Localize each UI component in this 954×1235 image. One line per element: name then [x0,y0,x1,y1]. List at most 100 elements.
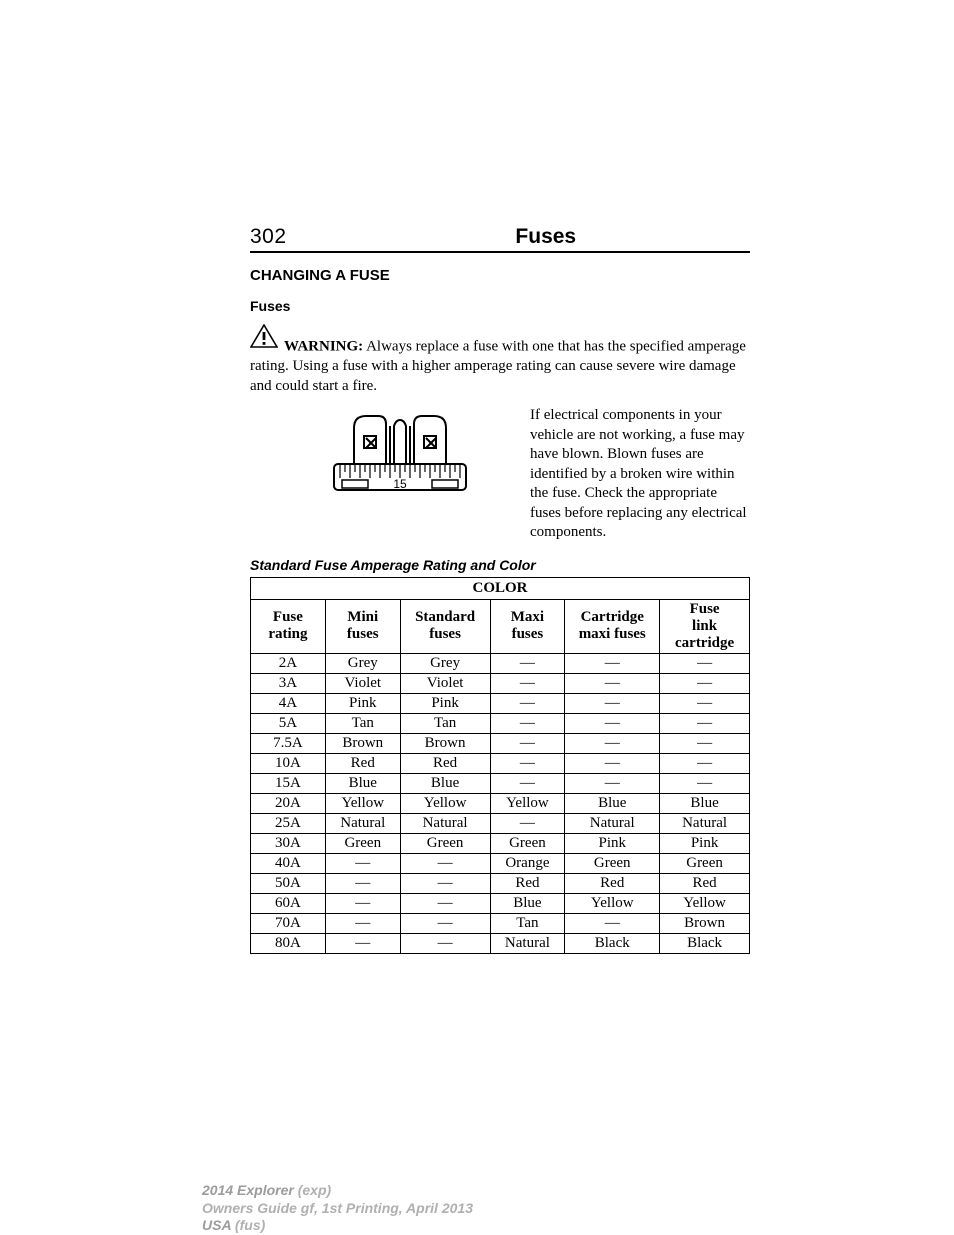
table-cell: — [490,673,565,693]
table-row: 10ARedRed——— [251,753,750,773]
table-cell: Red [400,753,490,773]
table-cell: Black [660,933,750,953]
section-heading: CHANGING A FUSE [250,267,750,284]
table-row: 2AGreyGrey——— [251,653,750,673]
table-cell: — [660,653,750,673]
table-cell: 4A [251,693,326,713]
table-cell: Violet [325,673,400,693]
diagram-value: 15 [393,477,407,491]
footer-line-3: USA (fus) [202,1217,473,1235]
table-cell: Green [400,833,490,853]
table-cell: — [660,693,750,713]
table-cell: Green [325,833,400,853]
table-cell: — [490,693,565,713]
table-row: 5ATanTan——— [251,713,750,733]
table-cell: — [490,813,565,833]
table-cell: — [400,853,490,873]
diagram-and-text: 15 If electrical components in your vehi… [250,406,750,543]
footer-line-1: 2014 Explorer (exp) [202,1182,473,1200]
table-cell: — [660,733,750,753]
table-cell: — [660,713,750,733]
table-cell: 30A [251,833,326,853]
page-header: 302 Fuses [250,225,750,253]
table-cell: 80A [251,933,326,953]
table-cell: 3A [251,673,326,693]
table-cell: Grey [400,653,490,673]
table-row: 80A——NaturalBlackBlack [251,933,750,953]
fuse-diagram: 15 [250,406,500,543]
table-cell: Blue [660,793,750,813]
table-cell: — [660,773,750,793]
table-cell: — [490,713,565,733]
table-row: 70A——Tan—Brown [251,913,750,933]
table-cell: Tan [400,713,490,733]
table-cell: — [565,773,660,793]
info-paragraph: If electrical components in your vehicle… [530,406,750,543]
table-cell: 2A [251,653,326,673]
table-cell: Blue [490,893,565,913]
table-cell: 50A [251,873,326,893]
page-title: Fuses [287,225,750,249]
table-cell: — [565,713,660,733]
table-cell: — [660,673,750,693]
table-row: 25ANaturalNatural—NaturalNatural [251,813,750,833]
table-caption: Standard Fuse Amperage Rating and Color [250,557,750,573]
table-cell: — [325,933,400,953]
table-cell: Green [660,853,750,873]
warning-triangle-icon [250,324,278,355]
table-cell: Orange [490,853,565,873]
table-cell: — [400,913,490,933]
table-cell: — [490,753,565,773]
table-column-header: Cartridgemaxi fuses [565,599,660,653]
footer-line-2: Owners Guide gf, 1st Printing, April 201… [202,1200,473,1218]
subsection-heading: Fuses [250,298,750,314]
table-cell: Black [565,933,660,953]
table-cell: Red [325,753,400,773]
table-cell: Natural [490,933,565,953]
table-column-header: Fuselink cartridge [660,599,750,653]
table-cell: Red [660,873,750,893]
table-row: 3AVioletViolet——— [251,673,750,693]
table-cell: Grey [325,653,400,673]
table-cell: — [325,853,400,873]
table-header-row: FuseratingMinifusesStandardfusesMaxifuse… [251,599,750,653]
warning-label: WARNING: [284,339,363,355]
table-row: 30AGreenGreenGreenPinkPink [251,833,750,853]
table-row: 4APinkPink——— [251,693,750,713]
table-cell: — [400,873,490,893]
table-cell: — [400,893,490,913]
table-column-header: Fuserating [251,599,326,653]
table-cell: 20A [251,793,326,813]
table-cell: 40A [251,853,326,873]
table-row: 7.5ABrownBrown——— [251,733,750,753]
table-cell: — [565,753,660,773]
table-cell: Tan [490,913,565,933]
table-column-header: Standardfuses [400,599,490,653]
table-row: 40A——OrangeGreenGreen [251,853,750,873]
table-column-header: Minifuses [325,599,400,653]
table-row: 15ABlueBlue——— [251,773,750,793]
table-top-heading: COLOR [251,577,750,599]
table-cell: Pink [660,833,750,853]
table-cell: Natural [400,813,490,833]
table-body: 2AGreyGrey———3AVioletViolet———4APinkPink… [251,653,750,953]
table-row: 60A——BlueYellowYellow [251,893,750,913]
table-cell: — [565,913,660,933]
table-cell: Brown [660,913,750,933]
table-cell: Pink [400,693,490,713]
table-cell: Yellow [400,793,490,813]
table-cell: — [400,933,490,953]
table-cell: Yellow [565,893,660,913]
table-cell: Natural [325,813,400,833]
table-cell: 7.5A [251,733,326,753]
table-cell: Natural [660,813,750,833]
fuse-color-table: COLOR FuseratingMinifusesStandardfusesMa… [250,577,750,954]
page-footer: 2014 Explorer (exp) Owners Guide gf, 1st… [202,1182,473,1235]
table-cell: Blue [400,773,490,793]
table-column-header: Maxifuses [490,599,565,653]
table-cell: Green [565,853,660,873]
table-cell: Yellow [325,793,400,813]
table-cell: 5A [251,713,326,733]
table-cell: — [660,753,750,773]
table-cell: — [490,773,565,793]
